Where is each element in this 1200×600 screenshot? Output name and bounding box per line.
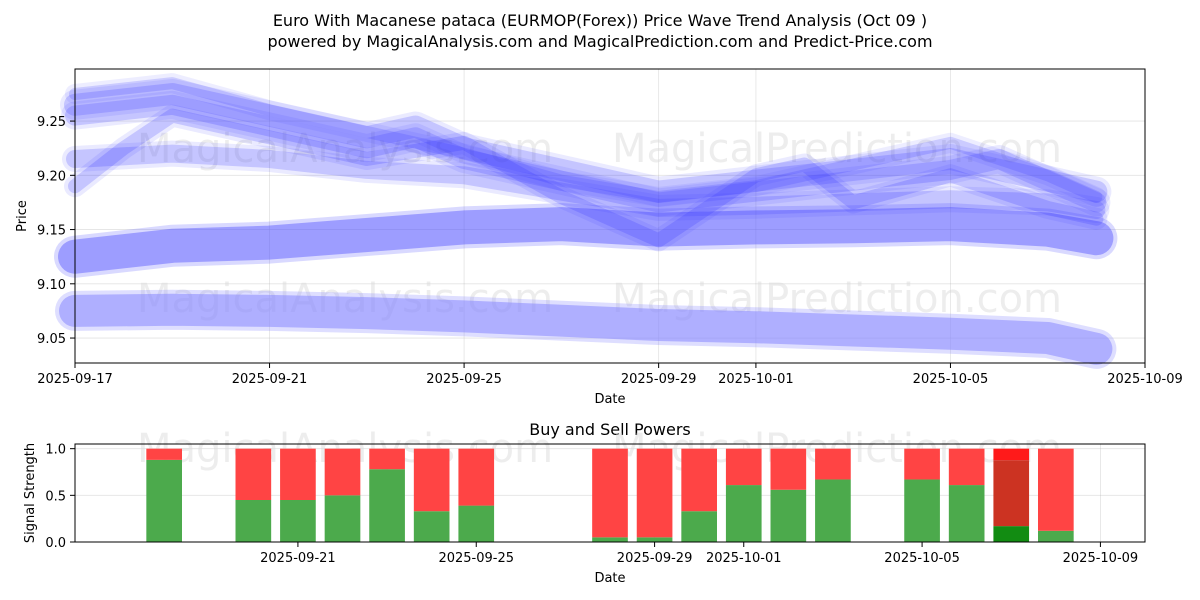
main-plot-frame xyxy=(74,68,1146,364)
wave-band-series xyxy=(64,83,1108,203)
main-y-tick-label: 9.25 xyxy=(37,115,66,130)
buy-bar xyxy=(413,511,450,542)
wave-band-series xyxy=(65,94,1107,213)
wave-band-outer xyxy=(62,140,1110,223)
sell-bar xyxy=(146,448,182,460)
sub-x-tick-label: 2025-10-09 xyxy=(1063,551,1139,566)
buy-bar xyxy=(592,537,628,542)
sell-bar xyxy=(1038,448,1074,531)
sub-y-axis-label: Signal Strength xyxy=(23,443,38,543)
wave-band-series xyxy=(66,144,1106,219)
sub-x-tick-label: 2025-09-21 xyxy=(260,551,336,566)
buy-bar xyxy=(993,526,1030,542)
buy-bar xyxy=(948,485,985,542)
sell-bar xyxy=(681,448,717,512)
buy-bar xyxy=(725,485,762,542)
main-series-group xyxy=(54,73,1118,369)
main-x-tick-label: 2025-09-29 xyxy=(621,372,697,387)
sell-bar xyxy=(725,448,762,486)
sell-bar xyxy=(235,448,272,500)
sell-bar xyxy=(904,448,940,480)
wave-band-series xyxy=(68,108,1104,248)
main-y-tick-label: 9.05 xyxy=(37,332,66,347)
main-grid xyxy=(74,69,1146,363)
sub-x-axis-label: Date xyxy=(594,571,625,586)
buy-bar xyxy=(146,459,182,542)
main-x-tick-label: 2025-09-21 xyxy=(232,372,308,387)
main-y-tick-label: 9.15 xyxy=(37,224,66,239)
wave-band-series xyxy=(58,207,1114,274)
buy-bar xyxy=(1038,530,1074,542)
sell-bar xyxy=(993,460,1030,527)
main-x-ticks: 2025-09-17 2025-09-21 2025-09-25 2025-09-29… xyxy=(37,363,1183,387)
sell-bar xyxy=(993,448,1030,461)
sell-bar xyxy=(324,448,361,496)
buy-bar xyxy=(324,495,361,542)
sub-x-tick-label: 2025-09-25 xyxy=(438,551,514,566)
sub-x-tick-label: 2025-09-29 xyxy=(617,551,693,566)
buy-bar xyxy=(280,500,316,542)
sell-bar xyxy=(280,448,316,500)
main-x-tick-label: 2025-10-05 xyxy=(913,372,989,387)
main-x-tick-label: 2025-10-01 xyxy=(718,372,794,387)
main-y-ticks: 9.05 9.10 9.15 9.20 9.25 xyxy=(37,115,75,347)
wave-band-outer xyxy=(64,104,1108,252)
sub-y-tick-label: 0.0 xyxy=(45,536,66,551)
sell-bar xyxy=(592,448,628,538)
main-chart-subtitle: powered by MagicalAnalysis.com and Magic… xyxy=(267,32,932,51)
buy-bar xyxy=(235,500,272,542)
sell-bar xyxy=(948,448,985,486)
watermark-text: MagicalAnalysis.com xyxy=(137,126,553,172)
sub-x-ticks: 2025-09-21 2025-09-25 2025-09-29 2025-10-01… xyxy=(260,542,1138,566)
main-x-tick-label: 2025-10-09 xyxy=(1107,372,1183,387)
sell-bar xyxy=(369,448,405,470)
buy-bar xyxy=(458,505,495,542)
main-y-tick-label: 9.20 xyxy=(37,169,66,184)
main-y-tick-label: 9.10 xyxy=(37,278,66,293)
sub-y-tick-label: 1.0 xyxy=(45,443,66,458)
sub-plot-frame xyxy=(74,443,1146,543)
main-y-axis-label: Price xyxy=(15,200,30,232)
wave-band-series xyxy=(59,293,1113,365)
sell-bar xyxy=(458,448,495,506)
sell-bar xyxy=(636,448,673,538)
wave-band-outer xyxy=(60,79,1112,207)
sub-x-tick-label: 2025-10-05 xyxy=(884,551,960,566)
wave-band-outer xyxy=(61,90,1111,217)
main-chart-title: Euro With Macanese pataca (EURMOP(Forex)… xyxy=(273,11,927,30)
buy-bar xyxy=(815,479,851,542)
main-x-tick-label: 2025-09-17 xyxy=(37,372,113,387)
main-x-tick-label: 2025-09-25 xyxy=(426,372,502,387)
buy-bar xyxy=(636,537,673,542)
wave-band-series xyxy=(69,77,1103,203)
buy-bar xyxy=(681,511,717,542)
watermark-text: MagicalPrediction.com xyxy=(612,126,1062,172)
buy-bar xyxy=(770,489,807,542)
sub-chart-title: Buy and Sell Powers xyxy=(529,420,691,439)
sub-x-tick-label: 2025-10-01 xyxy=(706,551,782,566)
wave-band-outer xyxy=(65,73,1107,207)
main-x-axis-label: Date xyxy=(594,392,625,407)
sub-y-ticks: 0.0 0.5 1.0 xyxy=(45,443,75,551)
buy-bar xyxy=(904,479,940,542)
wave-band-outer xyxy=(54,203,1118,278)
sub-bars-group xyxy=(146,448,1074,542)
sell-bar xyxy=(815,448,851,480)
sell-bar xyxy=(770,448,807,490)
sell-bar xyxy=(413,448,450,512)
buy-bar xyxy=(369,469,405,542)
sub-y-tick-label: 0.5 xyxy=(45,489,66,504)
